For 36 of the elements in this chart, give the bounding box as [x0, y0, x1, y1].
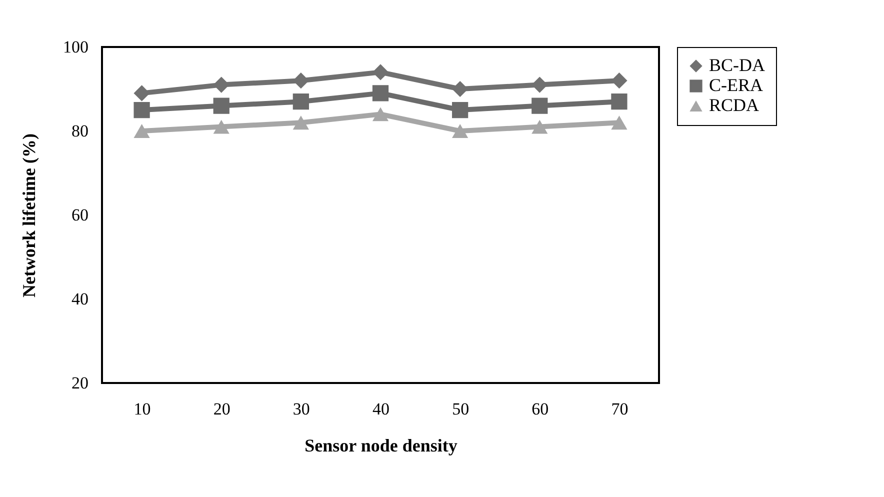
y-tick-label: 40 — [72, 290, 88, 308]
y-tick-label: 20 — [72, 374, 88, 392]
y-tick-label: 100 — [63, 38, 88, 56]
x-tick-label: 50 — [452, 400, 470, 418]
point — [452, 124, 468, 138]
point — [292, 116, 309, 130]
point — [213, 76, 230, 93]
x-axis-title: Sensor node density — [304, 436, 458, 456]
point — [372, 64, 389, 80]
point — [372, 107, 389, 122]
point — [532, 98, 548, 114]
point — [134, 124, 150, 138]
y-tick-label: 80 — [72, 122, 88, 140]
x-tick-label: 30 — [292, 400, 310, 418]
point — [213, 98, 230, 114]
point — [611, 94, 628, 110]
legend-label: BC-DA — [709, 55, 766, 75]
x-tick-label: 60 — [532, 400, 549, 418]
point — [532, 76, 548, 93]
x-tick-label: 20 — [213, 400, 230, 418]
point — [372, 85, 389, 102]
point — [611, 72, 628, 89]
point — [292, 94, 309, 110]
legend-label: RCDA — [709, 95, 760, 115]
point — [532, 120, 548, 134]
y-axis-title: Network lifetime (%) — [19, 134, 39, 298]
point — [611, 116, 628, 130]
point — [452, 102, 468, 118]
legend-label: C-ERA — [709, 75, 763, 95]
x-tick-label: 40 — [372, 400, 390, 418]
point — [213, 120, 230, 134]
y-tick-label: 60 — [72, 206, 88, 224]
x-tick-label: 70 — [611, 400, 628, 418]
x-tick-label: 10 — [134, 400, 151, 418]
point — [134, 85, 150, 102]
point — [134, 102, 150, 118]
